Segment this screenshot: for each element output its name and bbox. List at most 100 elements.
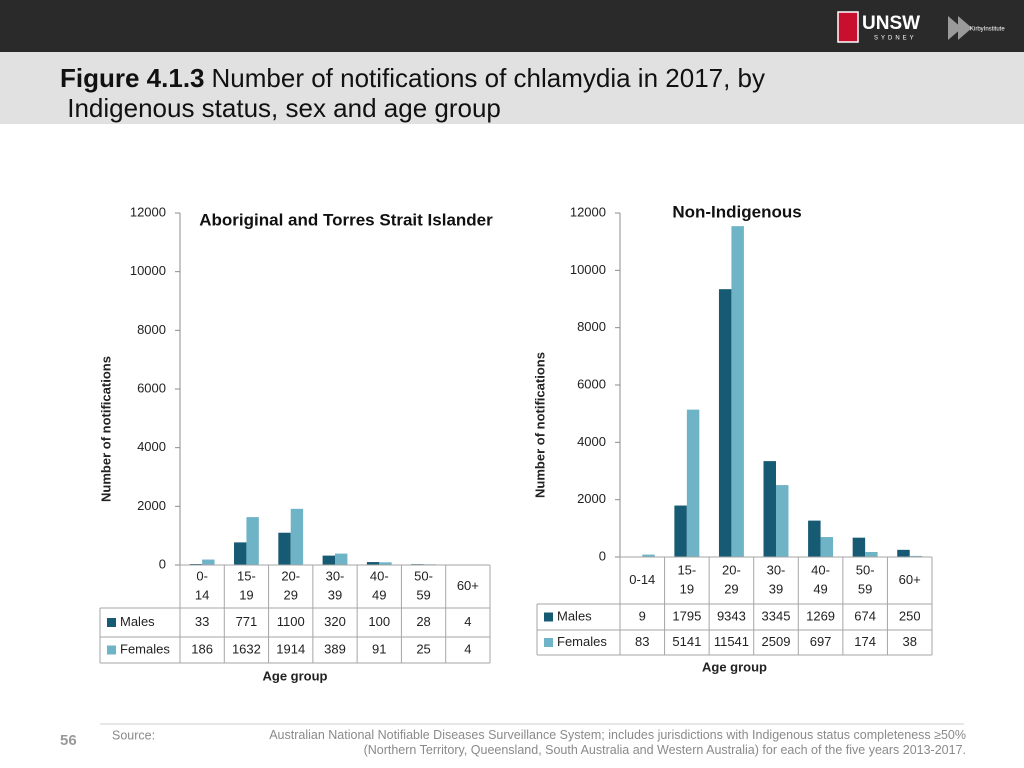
table-value: 250 bbox=[899, 608, 921, 623]
x-tick-label: 30-39 bbox=[326, 569, 345, 603]
table-value: 186 bbox=[191, 641, 213, 656]
y-tick-label: 10000 bbox=[130, 263, 166, 278]
legend-swatch bbox=[544, 638, 553, 647]
y-tick-label: 2000 bbox=[137, 498, 166, 513]
bar bbox=[718, 289, 732, 557]
table-value: 28 bbox=[416, 614, 430, 629]
x-tick-label: 40-49 bbox=[811, 563, 830, 597]
bar bbox=[234, 542, 247, 565]
bar bbox=[335, 553, 348, 565]
table-value: 674 bbox=[854, 608, 876, 623]
bar bbox=[763, 461, 776, 557]
x-axis-label: Age group bbox=[263, 668, 328, 683]
legend-swatch bbox=[107, 618, 116, 627]
table-value: 4 bbox=[464, 614, 471, 629]
table-value: 1914 bbox=[276, 641, 305, 656]
source-text: Australian National Notifiable Diseases … bbox=[269, 728, 966, 757]
x-tick-label: 0-14 bbox=[195, 569, 209, 603]
bar bbox=[674, 505, 687, 557]
bar bbox=[820, 537, 834, 557]
x-tick-label: 30-39 bbox=[767, 563, 786, 597]
unsw-logo: UNSW bbox=[862, 13, 920, 34]
y-tick-label: 12000 bbox=[570, 204, 606, 219]
y-tick-label: 4000 bbox=[137, 439, 166, 454]
y-tick-label: 0 bbox=[159, 556, 166, 571]
table-value: 91 bbox=[372, 641, 386, 656]
table-value: 1269 bbox=[806, 608, 835, 623]
x-tick-label: 20-29 bbox=[281, 569, 300, 603]
table-value: 3345 bbox=[762, 608, 791, 623]
legend-swatch bbox=[107, 645, 116, 655]
kirby-logo: KirbyInstitute bbox=[970, 27, 1005, 33]
chart-title: Aboriginal and Torres Strait Islander bbox=[199, 210, 493, 229]
bar bbox=[278, 532, 291, 565]
bar bbox=[642, 554, 655, 557]
table-value: 83 bbox=[635, 634, 649, 649]
table-value: 697 bbox=[810, 634, 832, 649]
y-axis-label: Number of notifications bbox=[532, 352, 547, 498]
x-tick-label: 40-49 bbox=[370, 569, 389, 603]
table-value: 5141 bbox=[672, 634, 701, 649]
bar bbox=[852, 537, 866, 557]
legend-label: Males bbox=[120, 614, 155, 629]
x-tick-label: 15-19 bbox=[677, 563, 696, 597]
table-value: 100 bbox=[368, 614, 390, 629]
table-value: 1632 bbox=[232, 641, 261, 656]
table-value: 4 bbox=[464, 641, 471, 656]
y-tick-label: 12000 bbox=[130, 204, 166, 219]
y-tick-label: 0 bbox=[599, 548, 606, 563]
x-tick-label: 50-59 bbox=[856, 563, 875, 597]
table-value: 25 bbox=[416, 641, 430, 656]
bar bbox=[379, 562, 392, 565]
table-value: 11541 bbox=[714, 634, 749, 649]
table-value: 389 bbox=[324, 641, 346, 656]
kirby-mark bbox=[948, 16, 972, 40]
bar bbox=[366, 562, 380, 565]
figure-label: Figure 4.1.3 bbox=[60, 63, 205, 93]
x-tick-label: 60+ bbox=[457, 578, 479, 593]
legend-label: Females bbox=[120, 641, 170, 656]
x-tick-label: 20-29 bbox=[722, 563, 741, 597]
bar bbox=[731, 226, 744, 557]
y-tick-label: 6000 bbox=[577, 376, 606, 391]
bar bbox=[897, 549, 910, 557]
chart-title: Non-Indigenous bbox=[672, 202, 801, 221]
slide-title: Number of notifications of chlamydia in … bbox=[60, 63, 765, 123]
bar bbox=[686, 409, 700, 557]
page-number: 56 bbox=[60, 732, 77, 749]
legend-swatch bbox=[544, 612, 553, 622]
sydney-logo: SYDNEY bbox=[874, 36, 917, 42]
table-value: 771 bbox=[236, 614, 258, 629]
table-value: 9343 bbox=[717, 608, 746, 623]
table-value: 1100 bbox=[277, 614, 305, 629]
bar bbox=[909, 555, 923, 557]
y-tick-label: 8000 bbox=[137, 322, 166, 337]
table-value: 174 bbox=[854, 634, 876, 649]
unsw-crest bbox=[837, 11, 859, 43]
y-tick-label: 8000 bbox=[577, 319, 606, 334]
bar bbox=[865, 552, 878, 557]
y-tick-label: 10000 bbox=[570, 262, 606, 277]
x-tick-label: 50-59 bbox=[414, 569, 433, 603]
table-value: 2509 bbox=[762, 634, 791, 649]
bar bbox=[808, 520, 821, 557]
bar bbox=[322, 555, 335, 565]
table-value: 320 bbox=[324, 614, 346, 629]
legend-label: Males bbox=[557, 608, 592, 623]
table-value: 38 bbox=[902, 634, 916, 649]
y-tick-label: 4000 bbox=[577, 434, 606, 449]
x-tick-label: 0-14 bbox=[629, 572, 655, 587]
legend-label: Females bbox=[557, 634, 607, 649]
y-axis-label: Number of notifications bbox=[98, 356, 113, 502]
bar bbox=[202, 559, 215, 565]
x-tick-label: 60+ bbox=[899, 572, 921, 587]
x-axis-label: Age group bbox=[702, 659, 767, 674]
y-tick-label: 2000 bbox=[577, 491, 606, 506]
table-value: 1795 bbox=[672, 608, 701, 623]
bar bbox=[246, 517, 259, 565]
bar bbox=[290, 508, 304, 565]
table-value: 33 bbox=[195, 614, 209, 629]
source-label: Source: bbox=[112, 728, 155, 742]
